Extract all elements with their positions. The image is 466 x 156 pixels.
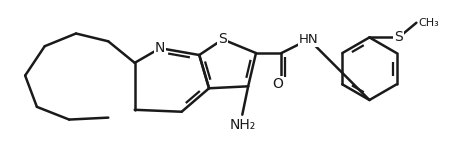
Text: NH₂: NH₂ (229, 118, 255, 132)
Text: O: O (272, 77, 283, 91)
Text: S: S (219, 32, 227, 46)
Text: CH₃: CH₃ (418, 18, 439, 28)
Text: HN: HN (299, 33, 319, 46)
Text: N: N (155, 41, 165, 55)
Text: S: S (394, 30, 403, 44)
